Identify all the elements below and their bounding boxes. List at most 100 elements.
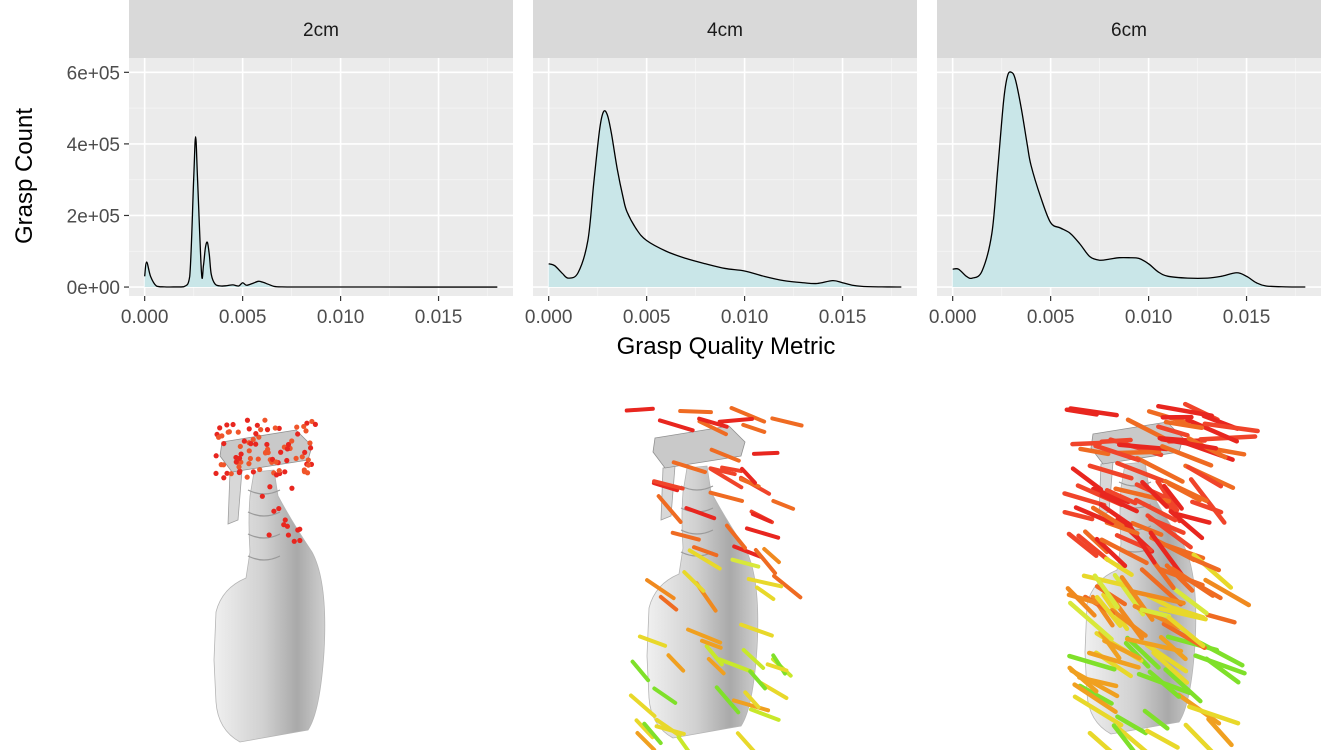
grasp-marker <box>225 429 231 435</box>
grasp-marker <box>1186 464 1224 489</box>
bottle-neck-ring <box>247 555 281 561</box>
grasp-marker <box>730 557 761 569</box>
grasp-marker <box>276 505 282 512</box>
facet-strip-label: 4cm <box>707 20 743 41</box>
grasp-marker <box>1115 725 1148 750</box>
x-tick-label: 0.015 <box>1223 307 1271 328</box>
grasp-marker <box>717 657 755 674</box>
grasp-marker <box>305 462 312 468</box>
grasp-marker <box>285 532 292 538</box>
density-line-2cm <box>144 136 498 288</box>
grasp-marker <box>1072 694 1124 728</box>
grasp-marker <box>1136 671 1193 696</box>
bottle-neck-ring <box>247 511 281 517</box>
grasp-marker <box>1205 612 1237 625</box>
grasp-marker <box>678 409 713 415</box>
grasp-marker <box>630 659 651 683</box>
grasp-marker <box>1161 483 1184 511</box>
grasp-marker <box>221 440 227 447</box>
grasp-marker <box>259 493 265 499</box>
grasp-marker <box>281 522 287 528</box>
grasp-marker <box>304 420 310 426</box>
x-axis-title: Grasp Quality Metric <box>617 333 836 360</box>
grasp-marker <box>748 669 768 691</box>
grasp-marker <box>1145 513 1193 550</box>
grasp-marker <box>1072 682 1118 714</box>
grasp-marker <box>743 690 761 710</box>
grasp-marker <box>744 526 781 540</box>
grasp-marker <box>282 517 288 523</box>
x-tick-label: 0.015 <box>819 307 867 328</box>
grasp-marker <box>299 454 305 460</box>
grasp-marker <box>748 707 781 722</box>
grasp-marker <box>244 474 250 480</box>
facet-strip <box>533 0 917 58</box>
density-line-4cm <box>548 110 902 288</box>
grasp-marker <box>645 578 676 601</box>
grasp-marker <box>657 418 695 433</box>
grasp-marker <box>285 441 292 448</box>
grasp-marker <box>1070 440 1103 447</box>
grasp-marker <box>254 422 260 428</box>
grasp-marker <box>1155 479 1180 513</box>
grasp-marker <box>271 508 277 514</box>
facet-panels: 2cm 0.000 0.005 0.010 0.015 0e+00 2e+05 4e+05 6e… <box>67 0 1321 328</box>
bottle-head <box>652 425 746 469</box>
grasp-marker <box>1162 478 1209 504</box>
grasp-marker <box>301 423 307 430</box>
grasp-markers <box>1062 401 1260 750</box>
grasp-marker <box>724 523 747 550</box>
grasp-marker <box>654 724 686 736</box>
grasp-marker <box>238 459 244 465</box>
grasp-marker <box>750 512 773 524</box>
grasp-marker <box>241 438 247 444</box>
grasp-marker <box>228 471 234 477</box>
grasp-marker <box>1073 505 1115 526</box>
grasp-marker <box>759 681 789 700</box>
grasp-marker <box>253 441 259 447</box>
panel-background <box>129 58 513 296</box>
grasp-marker <box>213 453 219 459</box>
grasp-marker <box>739 622 774 638</box>
grasp-marker <box>1133 497 1178 523</box>
y-tick-label: 4e+05 <box>67 135 120 156</box>
grasp-marker <box>706 656 726 676</box>
grasp-marker <box>276 425 282 431</box>
grasp-marker <box>258 427 264 433</box>
grasp-marker <box>652 479 685 491</box>
grasp-marker <box>708 466 744 490</box>
grasp-marker <box>700 638 723 650</box>
grasp-marker <box>236 455 243 461</box>
grasp-marker <box>1099 537 1149 566</box>
grasp-marker <box>772 574 803 600</box>
grasp-marker <box>295 431 301 437</box>
grasp-marker <box>1066 592 1100 606</box>
grasp-marker <box>1134 455 1185 484</box>
grasp-markers <box>624 406 804 750</box>
bottle-neck-ring <box>247 533 281 539</box>
grasp-marker <box>236 464 242 470</box>
grasp-marker <box>642 721 663 746</box>
grasp-marker <box>257 466 263 473</box>
grasp-marker <box>697 416 729 429</box>
grasp-marker <box>1087 463 1134 481</box>
grasp-marker <box>255 456 261 462</box>
grasp-marker <box>1148 530 1186 580</box>
grasp-marker <box>762 547 781 565</box>
grasp-marker <box>1094 536 1128 569</box>
grasp-marker <box>1109 608 1148 638</box>
grasp-marker <box>637 634 668 648</box>
grasp-marker <box>652 686 678 705</box>
grasp-marker <box>246 448 252 454</box>
bottle-render-6cm <box>1062 401 1260 750</box>
grasp-marker <box>1139 607 1172 619</box>
grasp-marker <box>294 424 300 430</box>
grasp-marker <box>670 530 701 542</box>
y-tick-label: 2e+05 <box>67 206 120 227</box>
grasp-marker <box>246 461 252 467</box>
x-tick-label: 0.005 <box>1027 307 1075 328</box>
grasp-marker <box>1160 444 1214 468</box>
grasp-marker <box>237 443 243 450</box>
grasp-marker <box>1082 529 1110 555</box>
grasp-marker <box>1185 417 1240 444</box>
